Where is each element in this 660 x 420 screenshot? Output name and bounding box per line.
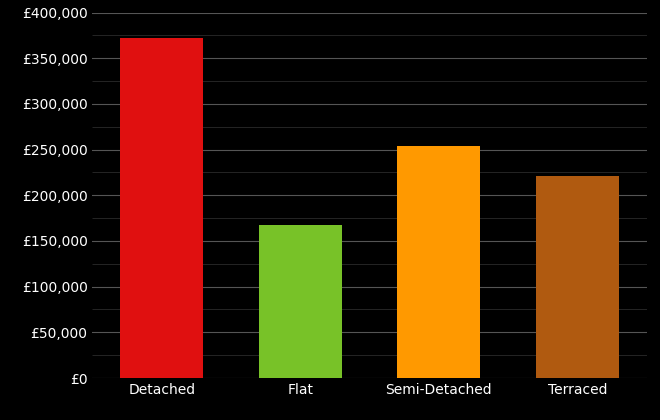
Bar xyxy=(397,146,480,378)
Bar xyxy=(120,38,203,378)
Bar xyxy=(259,226,342,378)
Bar xyxy=(536,176,619,378)
